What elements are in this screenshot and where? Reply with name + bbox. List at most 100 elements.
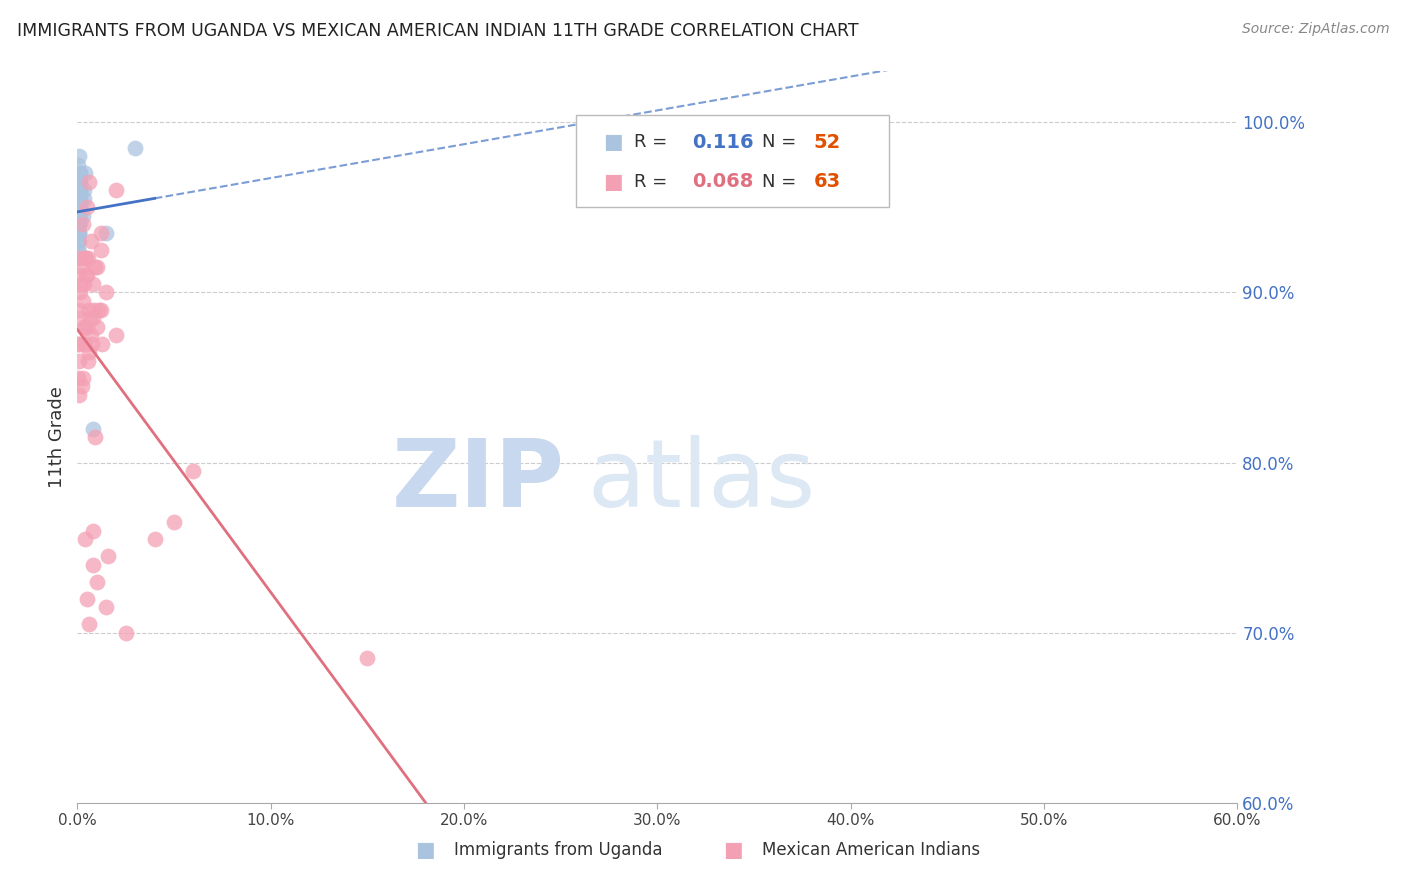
Point — [67, 218, 90, 232]
Point — [76, 201, 98, 215]
Point — [67, 226, 90, 240]
Point — [69, 175, 91, 189]
Point — [82, 277, 104, 291]
Point — [67, 209, 90, 223]
Point — [82, 558, 104, 572]
Point — [80, 328, 103, 343]
Point — [67, 235, 90, 249]
Point — [67, 201, 90, 215]
Point — [67, 336, 90, 351]
Point — [72, 218, 94, 232]
Text: N =: N = — [762, 134, 801, 152]
Point — [67, 218, 90, 232]
Point — [143, 532, 166, 546]
Point — [105, 328, 127, 343]
Point — [75, 336, 96, 351]
Point — [80, 336, 103, 351]
Point — [67, 209, 90, 223]
Text: N =: N = — [762, 173, 801, 191]
Point — [69, 166, 91, 180]
Point — [67, 192, 90, 206]
Point — [79, 311, 101, 326]
Text: ZIP: ZIP — [392, 435, 565, 527]
Point — [67, 235, 90, 249]
Point — [114, 625, 136, 640]
Point — [83, 430, 105, 444]
Point — [67, 226, 90, 240]
Point — [69, 201, 91, 215]
Point — [67, 183, 90, 197]
Point — [75, 166, 96, 180]
Point — [69, 252, 91, 266]
Point — [356, 651, 378, 665]
Point — [69, 268, 91, 283]
Point — [67, 192, 90, 206]
Point — [105, 183, 127, 197]
Point — [83, 302, 105, 317]
Point — [80, 235, 103, 249]
Point — [97, 549, 120, 563]
Point — [70, 277, 93, 291]
Point — [73, 183, 96, 197]
Point — [67, 336, 90, 351]
Point — [75, 252, 97, 266]
Point — [96, 226, 118, 240]
Point — [69, 183, 91, 197]
Point — [67, 209, 90, 223]
Point — [87, 302, 110, 317]
Point — [75, 268, 97, 283]
Point — [67, 226, 90, 240]
Text: Source: ZipAtlas.com: Source: ZipAtlas.com — [1241, 22, 1389, 37]
Text: R =: R = — [634, 173, 673, 191]
Point — [124, 141, 146, 155]
Point — [72, 192, 94, 206]
Point — [67, 302, 90, 317]
Point — [90, 226, 111, 240]
Point — [67, 252, 90, 266]
Point — [77, 302, 100, 317]
Point — [69, 183, 91, 197]
Point — [77, 252, 100, 266]
Point — [67, 209, 90, 223]
Text: 52: 52 — [814, 133, 841, 152]
Point — [67, 201, 90, 215]
Point — [75, 252, 96, 266]
Text: ■: ■ — [723, 840, 742, 861]
Point — [67, 175, 90, 189]
Point — [67, 149, 90, 163]
Point — [96, 285, 118, 300]
Point — [67, 218, 90, 232]
Point — [72, 209, 94, 223]
Text: R =: R = — [634, 134, 673, 152]
Point — [67, 243, 90, 257]
Point — [91, 336, 114, 351]
Point — [67, 370, 90, 384]
Point — [77, 617, 100, 632]
Point — [72, 370, 94, 384]
Point — [67, 218, 90, 232]
Point — [86, 260, 108, 274]
Text: 0.116: 0.116 — [692, 133, 754, 152]
Point — [69, 201, 91, 215]
Text: ■: ■ — [603, 132, 623, 153]
Y-axis label: 11th Grade: 11th Grade — [48, 386, 66, 488]
Point — [69, 285, 91, 300]
Point — [67, 226, 90, 240]
Point — [86, 319, 108, 334]
Point — [83, 260, 105, 274]
Text: ■: ■ — [415, 840, 436, 861]
Point — [75, 319, 96, 334]
Point — [67, 175, 90, 189]
Text: Mexican American Indians: Mexican American Indians — [762, 841, 980, 859]
Text: Immigrants from Uganda: Immigrants from Uganda — [454, 841, 662, 859]
Point — [69, 183, 91, 197]
Point — [67, 209, 90, 223]
Point — [183, 464, 205, 478]
Point — [67, 387, 90, 401]
Point — [67, 201, 90, 215]
Point — [69, 166, 91, 180]
Point — [77, 353, 100, 368]
Point — [67, 311, 90, 326]
Point — [70, 260, 93, 274]
Point — [69, 201, 91, 215]
